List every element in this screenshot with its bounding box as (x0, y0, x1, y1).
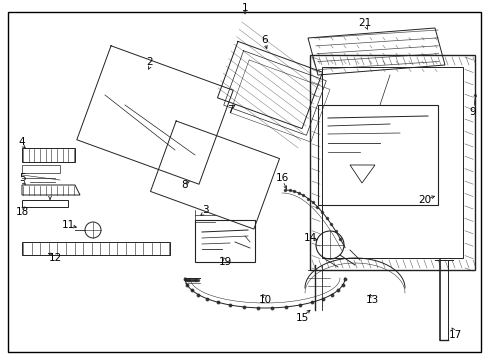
Text: 8: 8 (182, 180, 188, 190)
Text: 4: 4 (19, 137, 25, 147)
Text: 12: 12 (48, 253, 61, 263)
Text: 1: 1 (241, 3, 248, 13)
Bar (309, 55, 474, 270)
Text: 3: 3 (201, 205, 208, 215)
Text: 11: 11 (61, 220, 75, 230)
Bar (321, 67, 462, 258)
Text: 6: 6 (261, 35, 268, 45)
Text: 20: 20 (418, 195, 431, 205)
Text: 16: 16 (275, 173, 288, 183)
Text: 5: 5 (19, 173, 25, 183)
Text: 21: 21 (358, 18, 371, 28)
Text: 18: 18 (15, 207, 29, 217)
Text: 15: 15 (295, 313, 308, 323)
Text: 2: 2 (146, 57, 153, 67)
Text: 7: 7 (226, 105, 233, 115)
Bar (195, 220, 254, 262)
Text: 14: 14 (303, 233, 316, 243)
Text: 13: 13 (365, 295, 378, 305)
Text: 19: 19 (218, 257, 231, 267)
Text: 17: 17 (447, 330, 461, 340)
Bar (317, 105, 437, 205)
Text: 9: 9 (469, 107, 475, 117)
Text: 10: 10 (258, 295, 271, 305)
